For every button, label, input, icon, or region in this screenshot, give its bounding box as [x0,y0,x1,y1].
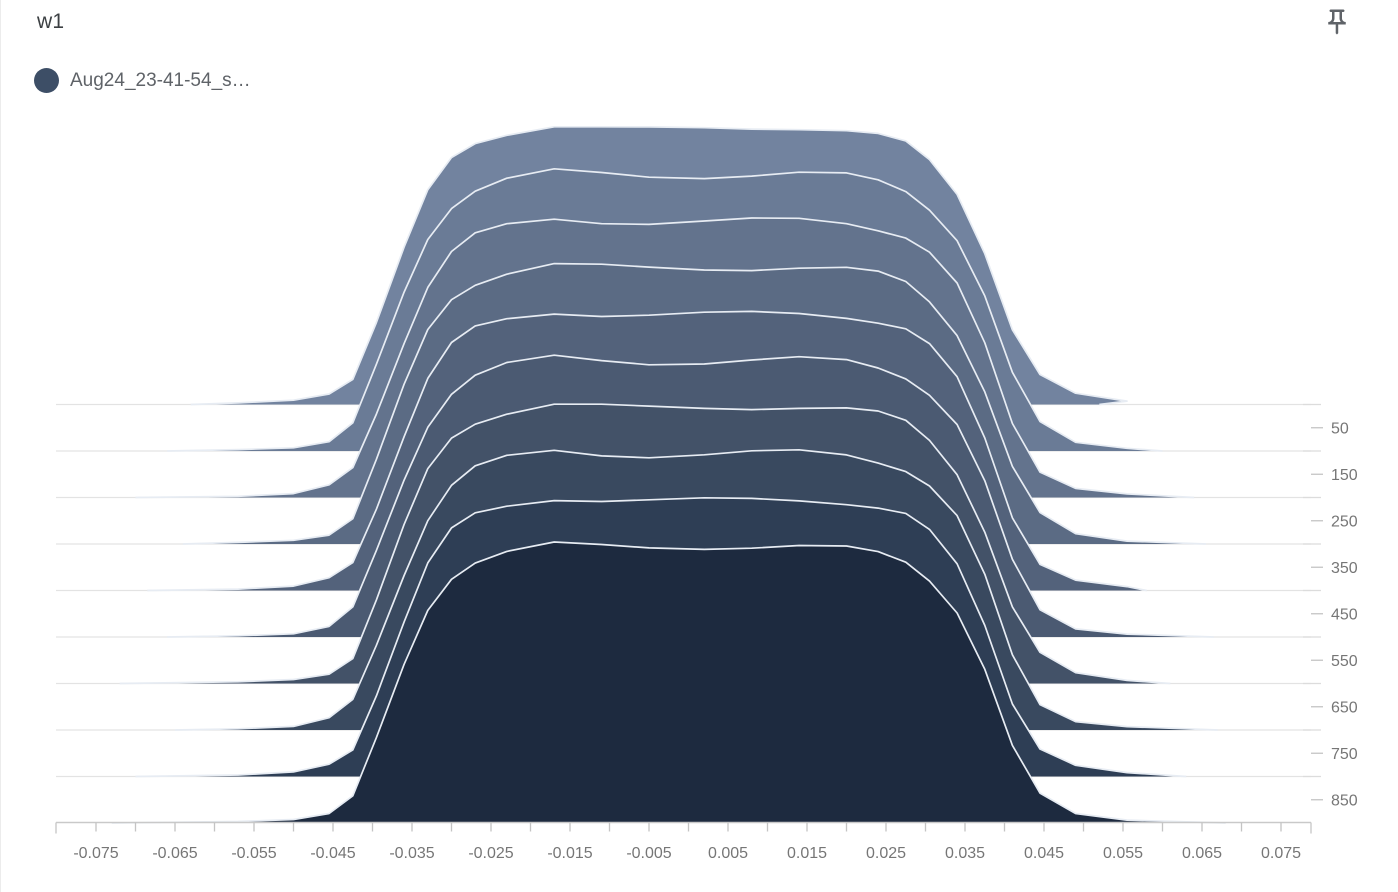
legend-item-run[interactable]: Aug24_23-41-54_s… [34,68,251,93]
x-axis-tick-label: -0.065 [152,845,197,862]
x-axis-tick-label: -0.045 [310,845,355,862]
y-axis-tick-label: 850 [1331,792,1358,809]
histogram-ridge-outline-step-0 [190,125,1128,406]
y-axis-tick-label: 150 [1331,467,1358,484]
histogram-ridge-outline-step-900 [111,541,1226,824]
histogram-ridge-outline-step-100 [167,167,1163,452]
histogram-ridge-outline-step-500 [167,354,1214,638]
y-axis-tick-label: 550 [1331,653,1358,670]
y-axis-tick-label: 450 [1331,606,1358,623]
histogram-ridge-outline-step-800 [135,496,1187,778]
pin-button[interactable] [1318,2,1358,42]
y-axis-tick-label: 750 [1331,746,1358,763]
x-axis-tick-label: -0.005 [626,845,671,862]
x-axis-tick-label: 0.045 [1024,845,1064,862]
histogram-ridge-outline-step-200 [135,217,1195,499]
histogram-ridge-outline-step-300 [182,262,1207,545]
x-axis-tick-label: 0.055 [1103,845,1143,862]
push-pin-icon [1328,9,1346,35]
x-axis-tick-label: 0.005 [708,845,748,862]
histogram-ridge-outline-step-700 [174,448,1218,731]
y-axis-tick-label: 250 [1331,513,1358,530]
y-axis-tick-label: 350 [1331,560,1358,577]
x-axis-tick-label: 0.065 [1182,845,1222,862]
x-axis-tick-label: -0.055 [231,845,276,862]
x-axis-tick-label: -0.075 [73,845,118,862]
chart-title: w1 [37,10,65,33]
y-axis-tick-label: 50 [1331,420,1349,437]
histogram-ridge-outline-step-600 [119,403,1171,685]
legend-color-dot [34,68,59,93]
x-axis-tick-label: 0.015 [787,845,827,862]
x-axis-tick-label: 0.025 [866,845,906,862]
x-axis-tick-label: -0.035 [389,845,434,862]
y-axis-tick-label: 650 [1331,699,1358,716]
x-axis-tick-label: -0.025 [468,845,513,862]
histogram-ridge-outline-step-400 [147,310,1147,592]
x-axis-tick-label: 0.075 [1261,845,1301,862]
histogram-ridge-step-900[interactable] [111,542,1226,823]
x-axis-tick-label: -0.015 [547,845,592,862]
x-axis-tick-label: 0.035 [945,845,985,862]
legend-run-label: Aug24_23-41-54_s… [70,69,251,91]
